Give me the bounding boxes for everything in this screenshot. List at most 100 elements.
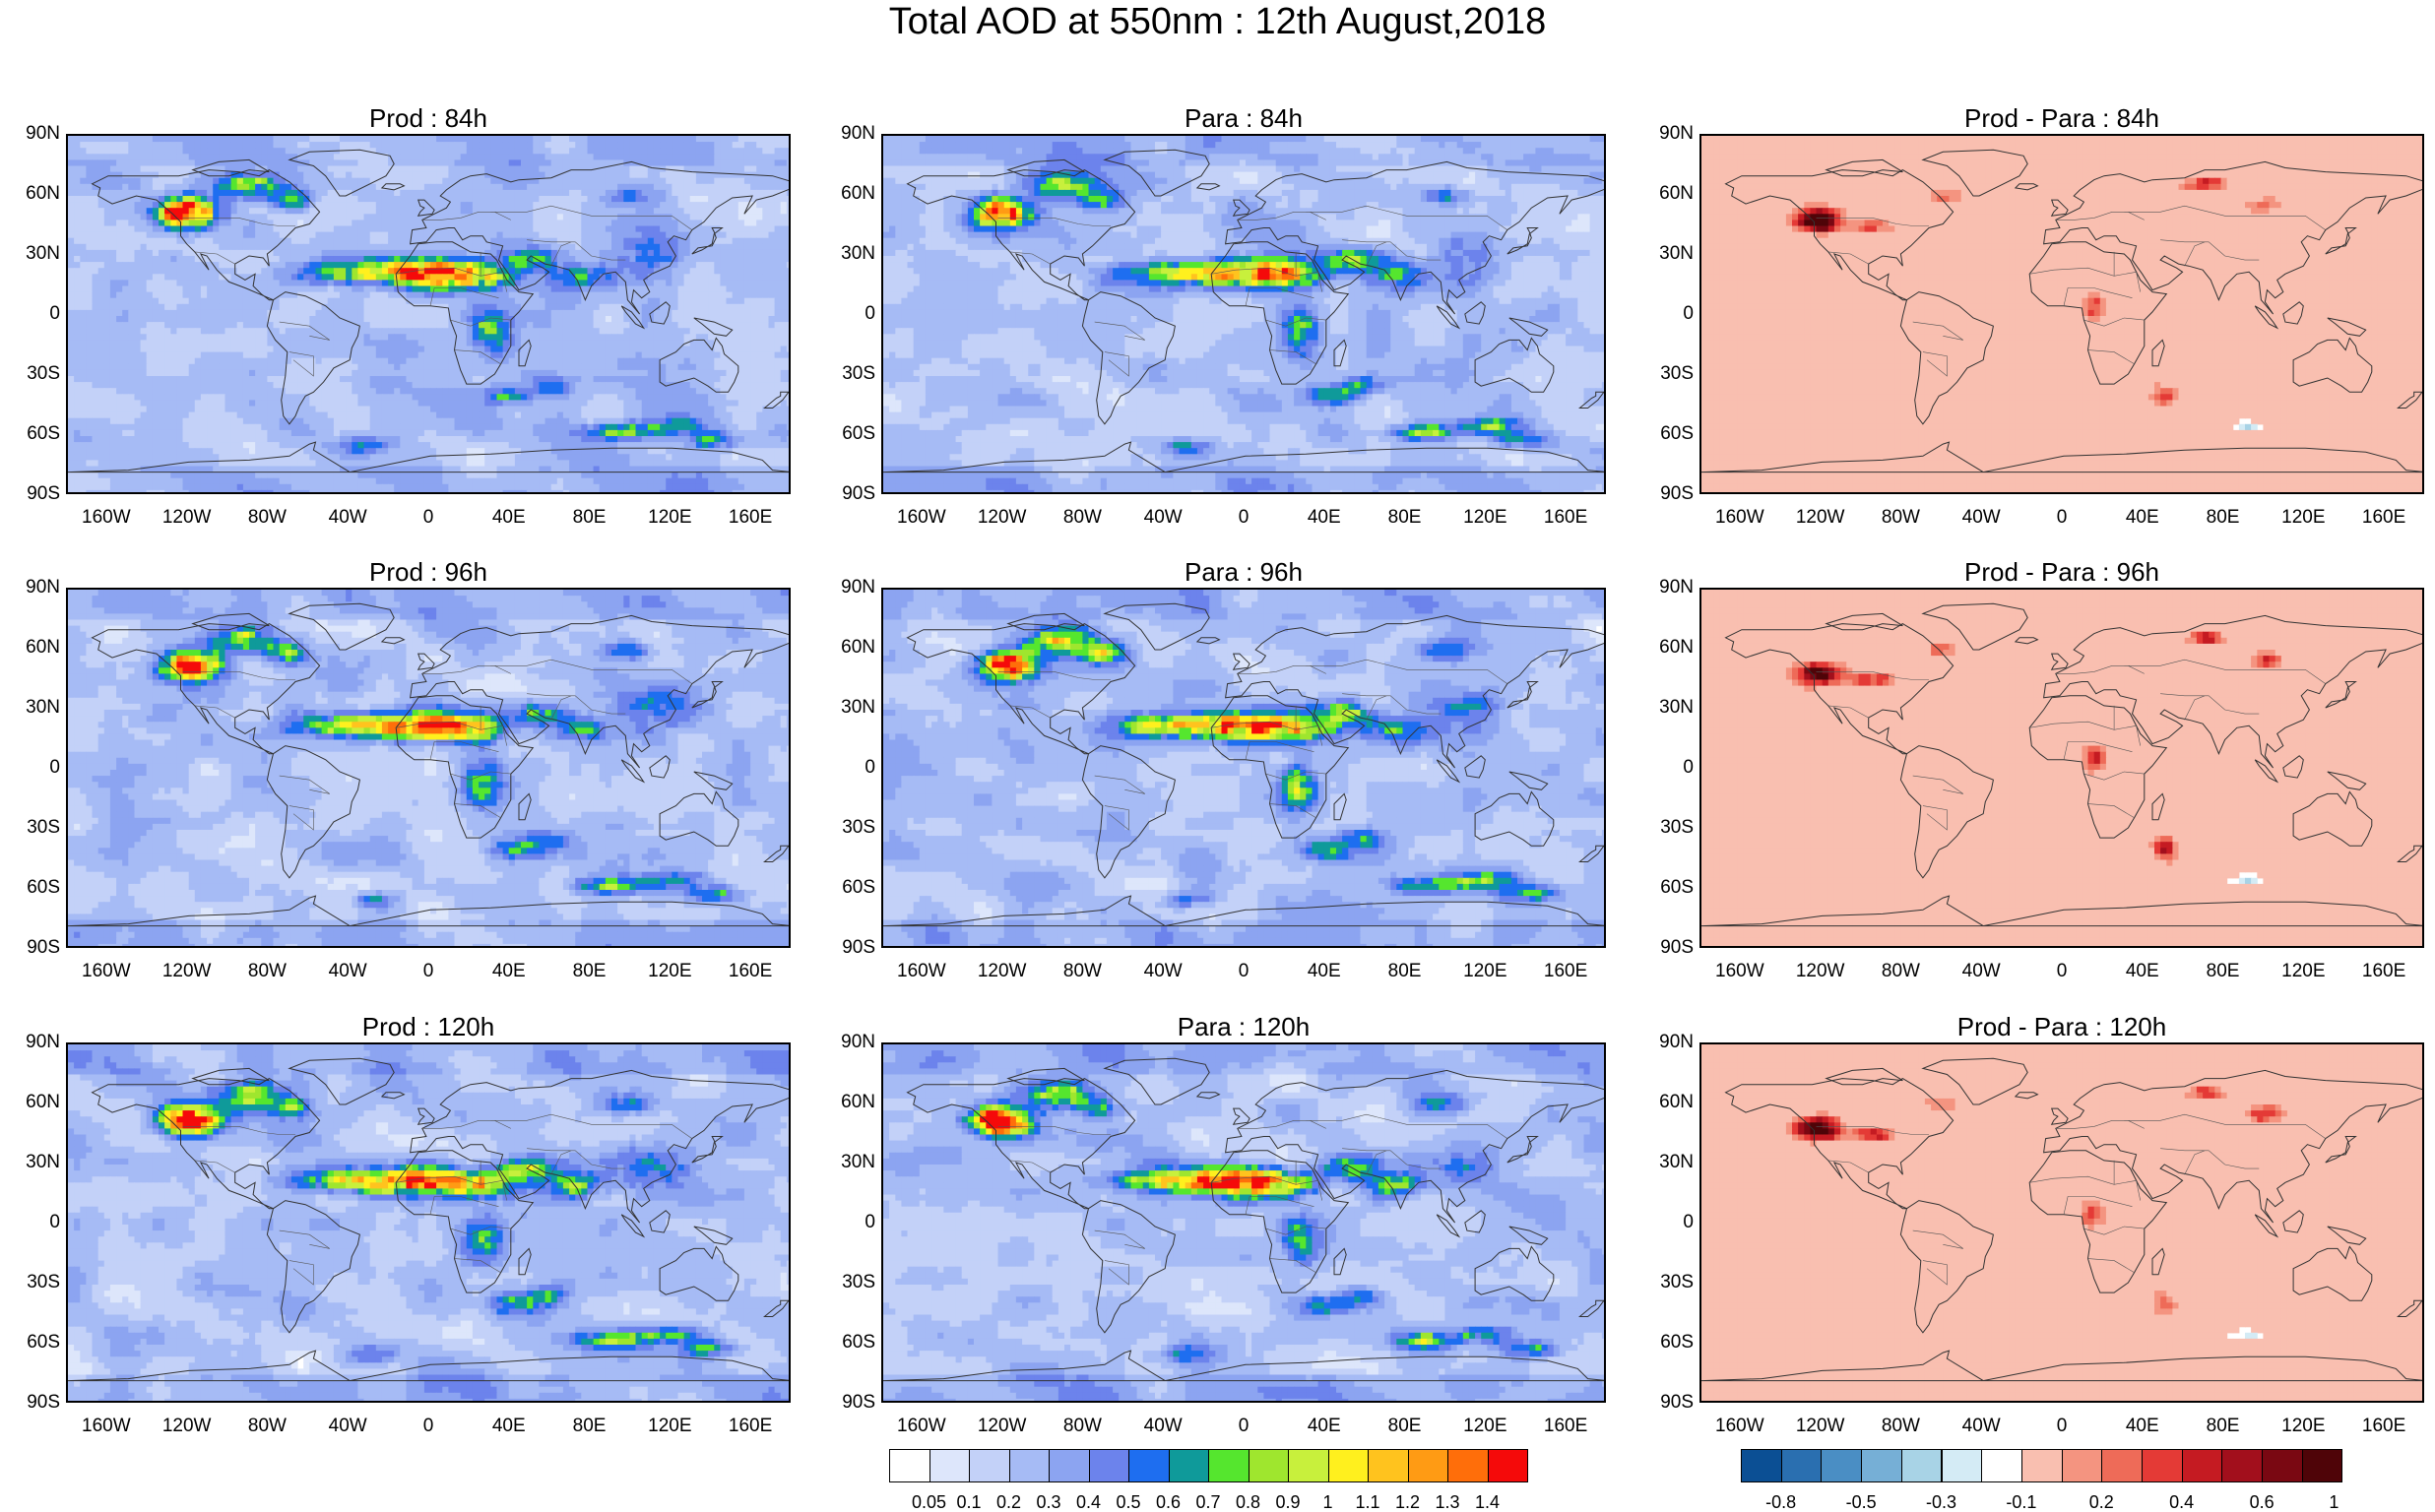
map-svg: [883, 590, 1606, 948]
latitude-tick-label: 30N: [816, 698, 875, 718]
latitude-tick-label: 90N: [1, 124, 60, 144]
latitude-tick-label: 30S: [1634, 1273, 1694, 1292]
difference-colorbar-swatch: [1901, 1449, 1943, 1482]
difference-colorbar-label: 0.6: [2237, 1492, 2286, 1512]
latitude-tick-label: 0: [816, 304, 875, 324]
longitude-tick-label: 80W: [232, 1417, 301, 1436]
longitude-tick-label: 80E: [1371, 1417, 1440, 1436]
latitude-tick-label: 0: [1, 1213, 60, 1232]
latitude-tick-label: 90S: [816, 938, 875, 958]
map-svg: [68, 136, 791, 494]
panel-title: Para : 84h: [881, 103, 1606, 133]
longitude-tick-label: 160E: [716, 1417, 785, 1436]
longitude-tick-label: 160E: [2349, 1417, 2418, 1436]
difference-colorbar-swatch: [1942, 1449, 1983, 1482]
latitude-tick-label: 30N: [1, 698, 60, 718]
longitude-tick-label: 80E: [1371, 962, 1440, 981]
difference-colorbar-swatch: [2302, 1449, 2343, 1482]
latitude-tick-label: 90N: [816, 1033, 875, 1052]
latitude-tick-label: 30S: [816, 818, 875, 838]
latitude-tick-label: 90N: [1, 1033, 60, 1052]
longitude-tick-label: 120E: [1450, 508, 1519, 528]
longitude-tick-label: 120W: [1786, 1417, 1855, 1436]
field-shading: [1701, 590, 2424, 948]
longitude-tick-label: 80W: [1048, 508, 1117, 528]
longitude-tick-label: 120W: [968, 1417, 1037, 1436]
latitude-tick-label: 60S: [816, 1333, 875, 1353]
map-plot-area: [1699, 1042, 2424, 1403]
latitude-tick-label: 90N: [816, 578, 875, 598]
latitude-tick-label: 60N: [1634, 184, 1694, 204]
longitude-tick-label: 80E: [2189, 1417, 2258, 1436]
latitude-tick-label: 30S: [1634, 818, 1694, 838]
longitude-tick-label: 40W: [1128, 1417, 1197, 1436]
longitude-tick-label: 120E: [2269, 508, 2338, 528]
panel-title: Prod : 84h: [66, 103, 791, 133]
map-plot-area: [66, 588, 791, 948]
longitude-tick-label: 80E: [1371, 508, 1440, 528]
aod-colorbar-swatch: [1169, 1449, 1210, 1482]
longitude-tick-label: 160E: [2349, 508, 2418, 528]
longitude-tick-label: 160W: [72, 962, 141, 981]
longitude-tick-label: 40W: [1947, 1417, 2016, 1436]
latitude-tick-label: 90S: [816, 1393, 875, 1413]
longitude-tick-label: 40E: [1290, 508, 1359, 528]
longitude-tick-label: 40E: [2108, 1417, 2177, 1436]
longitude-tick-label: 120W: [968, 508, 1037, 528]
latitude-tick-label: 30S: [816, 1273, 875, 1292]
longitude-tick-label: 0: [394, 508, 463, 528]
panel-title: Prod - Para : 84h: [1699, 103, 2424, 133]
latitude-tick-label: 30N: [1, 1153, 60, 1172]
field-shading: [68, 136, 791, 494]
latitude-tick-label: 60N: [1634, 1093, 1694, 1112]
difference-colorbar-label: 1: [2309, 1492, 2358, 1512]
latitude-tick-label: 90N: [816, 124, 875, 144]
difference-colorbar-swatch: [1741, 1449, 1782, 1482]
longitude-tick-label: 80W: [1866, 1417, 1935, 1436]
latitude-tick-label: 90N: [1634, 578, 1694, 598]
longitude-tick-label: 160W: [887, 508, 956, 528]
longitude-tick-label: 160E: [1531, 1417, 1600, 1436]
longitude-tick-label: 120W: [153, 962, 222, 981]
latitude-tick-label: 60N: [816, 638, 875, 658]
map-plot-area: [1699, 134, 2424, 494]
longitude-tick-label: 160W: [1705, 962, 1774, 981]
latitude-tick-label: 90S: [1634, 1393, 1694, 1413]
panel-title: Prod - Para : 120h: [1699, 1012, 2424, 1041]
map-plot-area: [66, 134, 791, 494]
longitude-tick-label: 0: [1209, 1417, 1278, 1436]
longitude-tick-label: 0: [2027, 962, 2096, 981]
longitude-tick-label: 160W: [1705, 1417, 1774, 1436]
latitude-tick-label: 90S: [1, 484, 60, 504]
latitude-tick-label: 30S: [1, 364, 60, 384]
latitude-tick-label: 30S: [1634, 364, 1694, 384]
aod-colorbar-swatch: [1288, 1449, 1329, 1482]
longitude-tick-label: 120E: [1450, 1417, 1519, 1436]
latitude-tick-label: 60S: [1634, 1333, 1694, 1353]
longitude-tick-label: 80W: [232, 508, 301, 528]
longitude-tick-label: 80E: [555, 962, 624, 981]
difference-colorbar-label: -0.5: [1836, 1492, 1886, 1512]
latitude-tick-label: 60N: [1634, 638, 1694, 658]
difference-colorbar-swatch: [2182, 1449, 2223, 1482]
latitude-tick-label: 60S: [1, 878, 60, 898]
latitude-tick-label: 90N: [1634, 124, 1694, 144]
longitude-tick-label: 40W: [1128, 508, 1197, 528]
aod-colorbar-swatch: [1049, 1449, 1090, 1482]
difference-colorbar-label: -0.3: [1917, 1492, 1966, 1512]
aod-colorbar-swatch: [889, 1449, 930, 1482]
longitude-tick-label: 80W: [1866, 508, 1935, 528]
longitude-tick-label: 80W: [1048, 962, 1117, 981]
latitude-tick-label: 60N: [1, 638, 60, 658]
longitude-tick-label: 160W: [887, 962, 956, 981]
longitude-tick-label: 40E: [1290, 1417, 1359, 1436]
longitude-tick-label: 40E: [475, 1417, 544, 1436]
figure-title: Total AOD at 550nm : 12th August,2018: [0, 0, 2435, 43]
longitude-tick-label: 40W: [313, 508, 382, 528]
longitude-tick-label: 40W: [1128, 962, 1197, 981]
map-plot-area: [881, 134, 1606, 494]
longitude-tick-label: 80E: [555, 508, 624, 528]
